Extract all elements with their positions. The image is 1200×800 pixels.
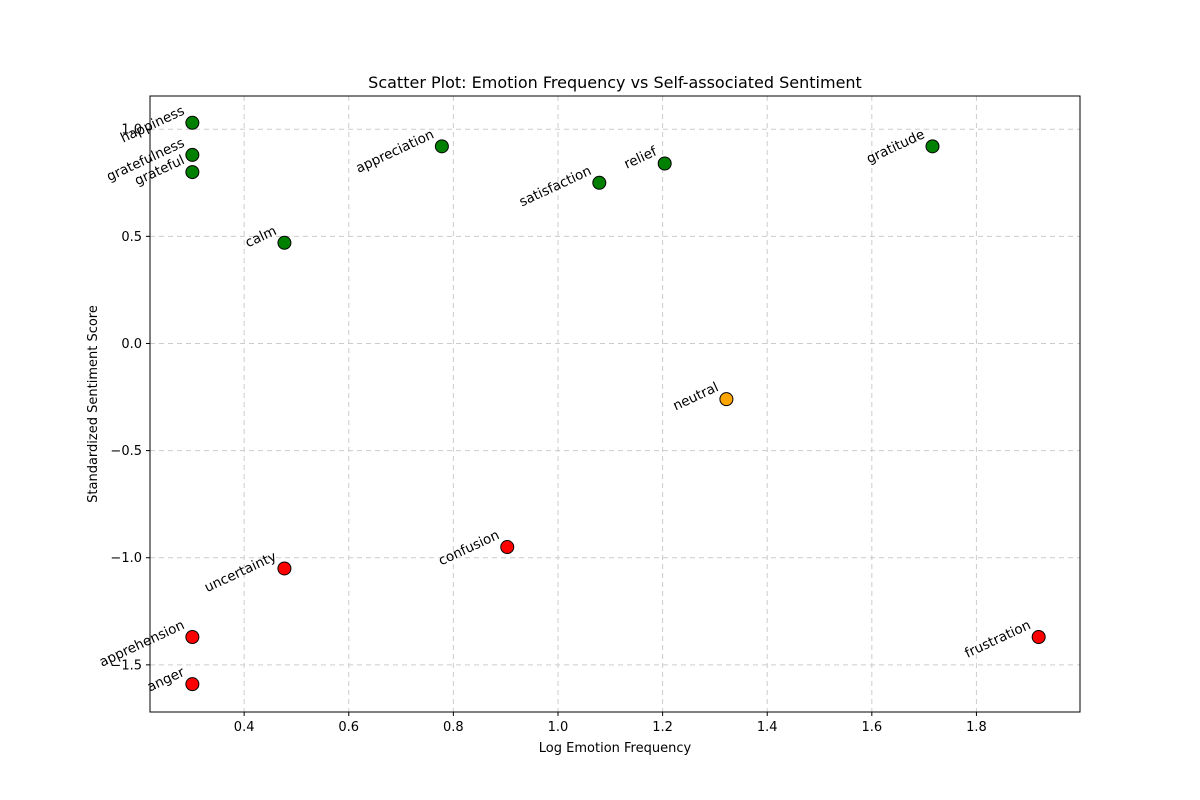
grid <box>150 96 1080 712</box>
data-point-gratitude <box>925 139 940 154</box>
x-tick-label: 0.6 <box>338 720 359 735</box>
y-axis-label: Standardized Sentiment Score <box>86 305 101 503</box>
x-tick-label: 1.0 <box>548 720 569 735</box>
data-point-grateful <box>185 165 200 180</box>
data-point-neutral <box>719 392 734 407</box>
data-point-anger <box>185 677 200 692</box>
data-point-relief <box>657 156 672 171</box>
data-point-satisfaction <box>592 175 607 190</box>
chart-title: Scatter Plot: Emotion Frequency vs Self-… <box>368 73 862 92</box>
x-axis-ticks: 0.4 0.6 0.8 1.0 1.2 1.4 1.6 1.8 <box>234 712 987 735</box>
y-tick-label: −0.5 <box>110 444 142 459</box>
x-tick-label: 1.6 <box>861 720 882 735</box>
x-tick-label: 1.8 <box>966 720 987 735</box>
y-tick-label: −1.5 <box>110 658 142 673</box>
x-tick-label: 0.8 <box>443 720 464 735</box>
data-point-appreciation <box>434 139 449 154</box>
data-point-happiness <box>185 115 200 130</box>
data-point-frustration <box>1031 630 1046 645</box>
data-point-apprehension <box>185 630 200 645</box>
data-point-calm <box>277 235 292 250</box>
data-points <box>185 115 1046 692</box>
data-point-gratefulness <box>185 147 200 162</box>
x-tick-label: 1.2 <box>652 720 673 735</box>
plot-area-frame <box>149 95 1081 713</box>
y-tick-label: 1.0 <box>121 123 142 138</box>
data-point-confusion <box>500 540 515 555</box>
x-tick-label: 0.4 <box>234 720 255 735</box>
y-tick-label: −1.0 <box>110 551 142 566</box>
x-axis-label: Log Emotion Frequency <box>539 741 692 756</box>
y-tick-label: 0.0 <box>121 337 142 352</box>
x-tick-label: 1.4 <box>757 720 778 735</box>
y-tick-label: 0.5 <box>121 230 142 245</box>
y-axis-ticks: −1.5 −1.0 −0.5 0.0 0.5 1.0 <box>110 123 150 673</box>
data-point-uncertainty <box>277 561 292 576</box>
